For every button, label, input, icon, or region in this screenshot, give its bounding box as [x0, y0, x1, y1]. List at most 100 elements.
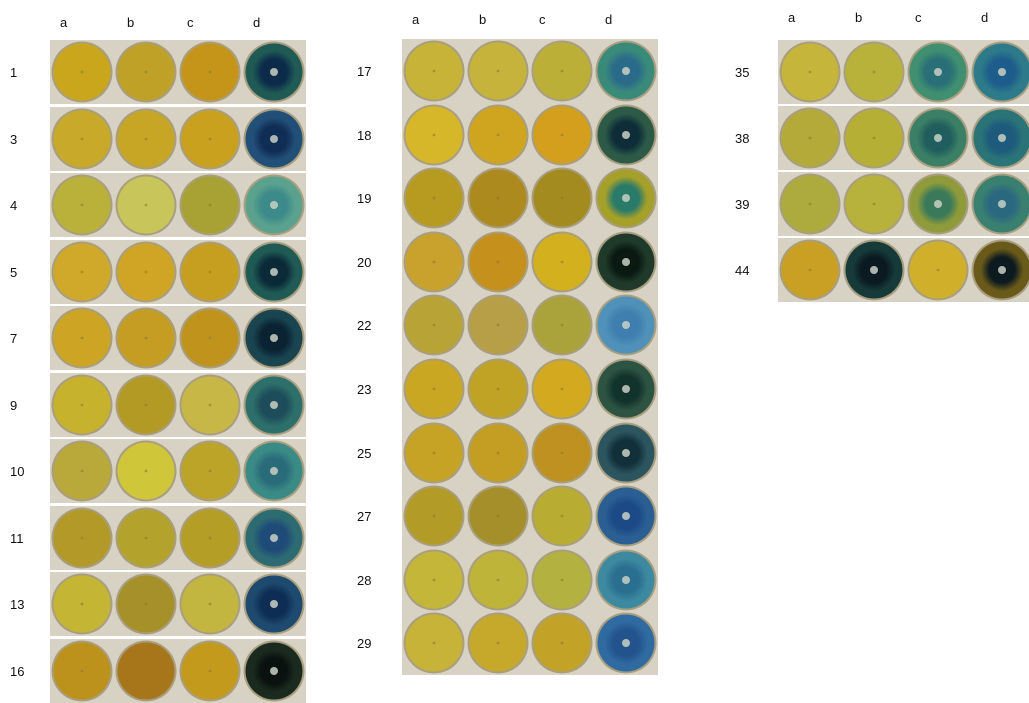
- column-label: b: [855, 11, 862, 24]
- column-label: c: [539, 13, 546, 26]
- row-label: 17: [357, 65, 371, 78]
- petri-dish-image: [114, 439, 178, 503]
- petri-dish-image: [402, 611, 466, 675]
- petri-dish-image: [114, 639, 178, 703]
- petri-dish-image: [178, 40, 242, 104]
- petri-dish-image: [466, 39, 530, 103]
- row-label: 18: [357, 129, 371, 142]
- petri-dish-image: [970, 172, 1029, 236]
- column-label: b: [127, 16, 134, 29]
- petri-dish-image: [594, 484, 658, 548]
- petri-dish-image: [906, 172, 970, 236]
- petri-dish-image: [114, 572, 178, 636]
- petri-dish-image: [778, 106, 842, 170]
- petri-dish-image: [594, 103, 658, 167]
- petri-dish-image: [402, 548, 466, 612]
- column-label: d: [981, 11, 988, 24]
- petri-dish-image: [778, 238, 842, 302]
- petri-dish-image: [594, 166, 658, 230]
- petri-dish-image: [242, 373, 306, 437]
- petri-dish-image: [178, 173, 242, 237]
- petri-dish-image: [50, 506, 114, 570]
- row-label: 9: [10, 399, 17, 412]
- petri-dish-image: [242, 439, 306, 503]
- row-label: 44: [735, 264, 749, 277]
- petri-dish-image: [466, 293, 530, 357]
- column-label: a: [412, 13, 419, 26]
- petri-dish-image: [402, 103, 466, 167]
- petri-dish-image: [842, 238, 906, 302]
- row-label: 23: [357, 383, 371, 396]
- petri-dish-image: [778, 40, 842, 104]
- petri-dish-image: [466, 166, 530, 230]
- petri-dish-image: [178, 373, 242, 437]
- petri-dish-image: [530, 548, 594, 612]
- petri-dish-image: [594, 39, 658, 103]
- petri-dish-image: [466, 548, 530, 612]
- petri-dish-image: [114, 107, 178, 171]
- column-label: a: [788, 11, 795, 24]
- petri-dish-image: [594, 421, 658, 485]
- petri-dish-image: [242, 306, 306, 370]
- petri-dish-image: [402, 39, 466, 103]
- row-label: 10: [10, 465, 24, 478]
- petri-dish-image: [242, 40, 306, 104]
- petri-dish-image: [50, 639, 114, 703]
- petri-dish-image: [594, 611, 658, 675]
- petri-dish-image: [530, 39, 594, 103]
- petri-dish-image: [50, 240, 114, 304]
- row-label: 29: [357, 637, 371, 650]
- column-label: c: [915, 11, 922, 24]
- row-label: 35: [735, 66, 749, 79]
- column-label: a: [60, 16, 67, 29]
- row-label: 3: [10, 133, 17, 146]
- column-label: c: [187, 16, 194, 29]
- row-label: 7: [10, 332, 17, 345]
- petri-dish-image: [242, 107, 306, 171]
- column-label: d: [253, 16, 260, 29]
- petri-dish-image: [114, 506, 178, 570]
- row-label: 4: [10, 199, 17, 212]
- row-label: 27: [357, 510, 371, 523]
- petri-dish-image: [466, 611, 530, 675]
- petri-dish-image: [402, 421, 466, 485]
- petri-dish-image: [906, 40, 970, 104]
- petri-dish-image: [242, 572, 306, 636]
- petri-dish-image: [842, 106, 906, 170]
- petri-dish-image: [530, 611, 594, 675]
- petri-dish-image: [178, 506, 242, 570]
- petri-dish-image: [178, 572, 242, 636]
- petri-dish-image: [530, 484, 594, 548]
- petri-dish-image: [402, 357, 466, 421]
- petri-dish-image: [50, 373, 114, 437]
- row-label: 22: [357, 319, 371, 332]
- column-label: b: [479, 13, 486, 26]
- petri-dish-image: [402, 293, 466, 357]
- row-label: 25: [357, 447, 371, 460]
- petri-dish-image: [530, 357, 594, 421]
- row-label: 5: [10, 266, 17, 279]
- petri-dish-image: [594, 357, 658, 421]
- petri-dish-image: [178, 240, 242, 304]
- petri-dish-image: [842, 40, 906, 104]
- petri-dish-image: [178, 306, 242, 370]
- petri-dish-image: [594, 230, 658, 294]
- row-label: 11: [10, 532, 24, 545]
- petri-dish-image: [178, 439, 242, 503]
- row-label: 20: [357, 256, 371, 269]
- petri-dish-image: [970, 238, 1029, 302]
- row-label: 16: [10, 665, 24, 678]
- column-label: d: [605, 13, 612, 26]
- petri-dish-image: [114, 40, 178, 104]
- petri-dish-image: [50, 107, 114, 171]
- petri-dish-image: [402, 230, 466, 294]
- petri-dish-image: [466, 484, 530, 548]
- petri-dish-image: [50, 40, 114, 104]
- petri-dish-image: [778, 172, 842, 236]
- petri-dish-image: [530, 166, 594, 230]
- petri-dish-image: [50, 572, 114, 636]
- row-label: 19: [357, 192, 371, 205]
- petri-dish-image: [114, 306, 178, 370]
- row-label: 38: [735, 132, 749, 145]
- petri-dish-image: [178, 107, 242, 171]
